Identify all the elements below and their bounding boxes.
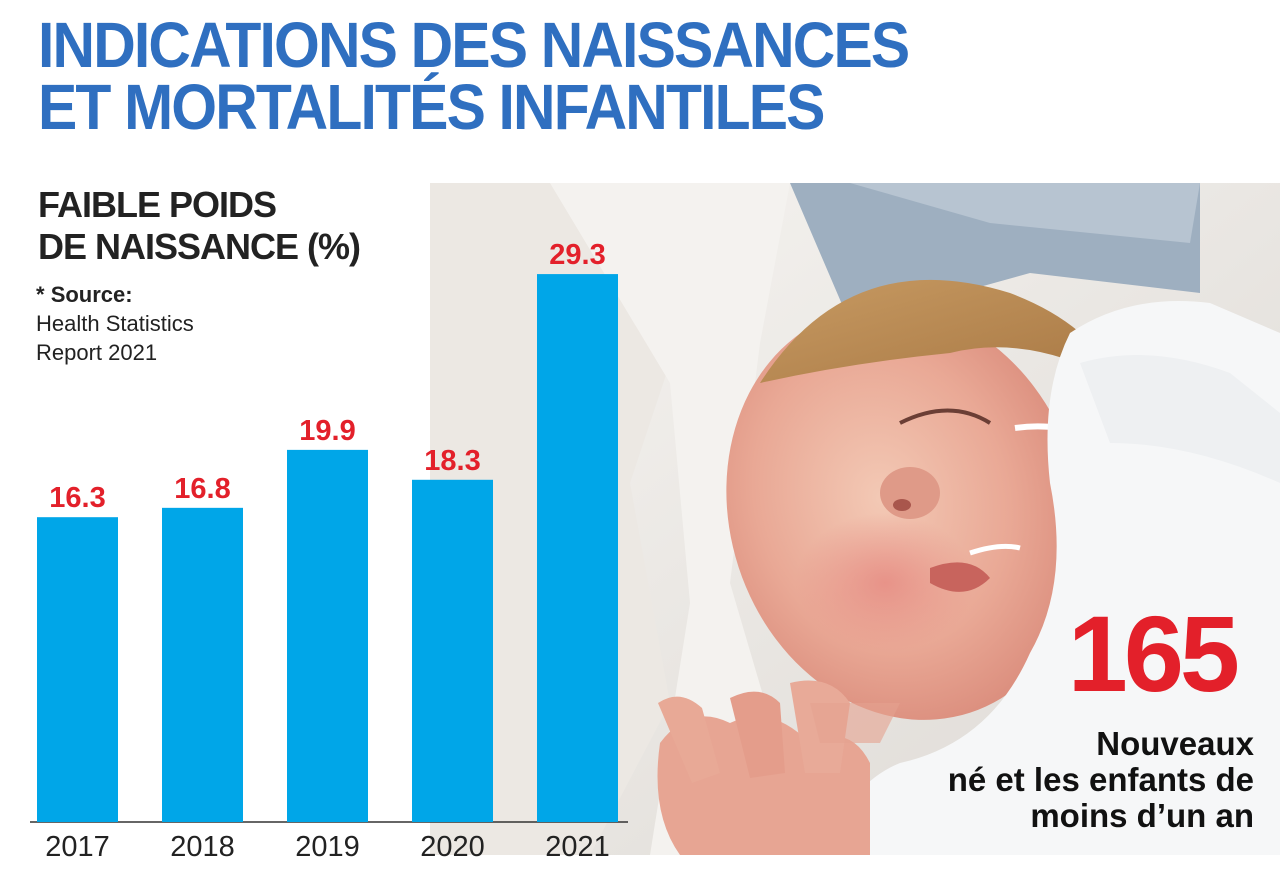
x-tick-2020: 2020 <box>420 831 485 863</box>
x-tick-2019: 2019 <box>295 831 360 863</box>
headline-line-2: ET MORTALITÉS INFANTILES <box>38 71 825 143</box>
chart-source: * Source: Health Statistics Report 2021 <box>36 280 194 367</box>
highlight-caption-line-2: né et les enfants de <box>947 761 1254 798</box>
x-tick-2017: 2017 <box>45 831 110 863</box>
highlight-number: 165 <box>1067 593 1240 714</box>
value-label-2019: 19.9 <box>299 415 355 447</box>
newborn-photo <box>430 183 1280 855</box>
value-label-2020: 18.3 <box>424 445 480 477</box>
source-line-1: * Source: <box>36 280 194 309</box>
bar-2017 <box>37 517 118 822</box>
headline-line-1: INDICATIONS DES NAISSANCES <box>38 9 910 81</box>
highlight-caption-line-1: Nouveaux <box>1096 725 1254 762</box>
chart-title: FAIBLE POIDS DE NAISSANCE (%) <box>38 184 361 268</box>
value-label-2021: 29.3 <box>549 239 605 271</box>
bar-2021 <box>537 274 618 823</box>
x-tick-2018: 2018 <box>170 831 235 863</box>
source-label: Source: <box>50 282 133 307</box>
source-line-3: Report 2021 <box>36 340 158 365</box>
bar-chart: 16.3 2017 16.8 2018 19.9 2019 18.3 2020 29.3 2021 <box>30 239 628 863</box>
bar-2019 <box>287 449 368 822</box>
bar-2018 <box>162 507 243 822</box>
chart-title-line-1: FAIBLE POIDS <box>38 184 277 225</box>
headline: INDICATIONS DES NAISSANCES ET MORTALITÉS… <box>38 9 910 143</box>
highlight-caption-line-3: moins d’un an <box>1030 797 1254 834</box>
x-tick-2021: 2021 <box>545 831 610 863</box>
value-label-2018: 16.8 <box>174 473 230 505</box>
source-line-2: Health Statistics <box>36 311 194 336</box>
highlight-caption: Nouveaux né et les enfants de moins d’un… <box>948 726 1254 834</box>
source-asterisk: * <box>36 282 45 307</box>
chart-title-line-2: DE NAISSANCE (%) <box>38 226 361 267</box>
value-label-2017: 16.3 <box>49 482 105 514</box>
bar-2020 <box>412 479 493 822</box>
